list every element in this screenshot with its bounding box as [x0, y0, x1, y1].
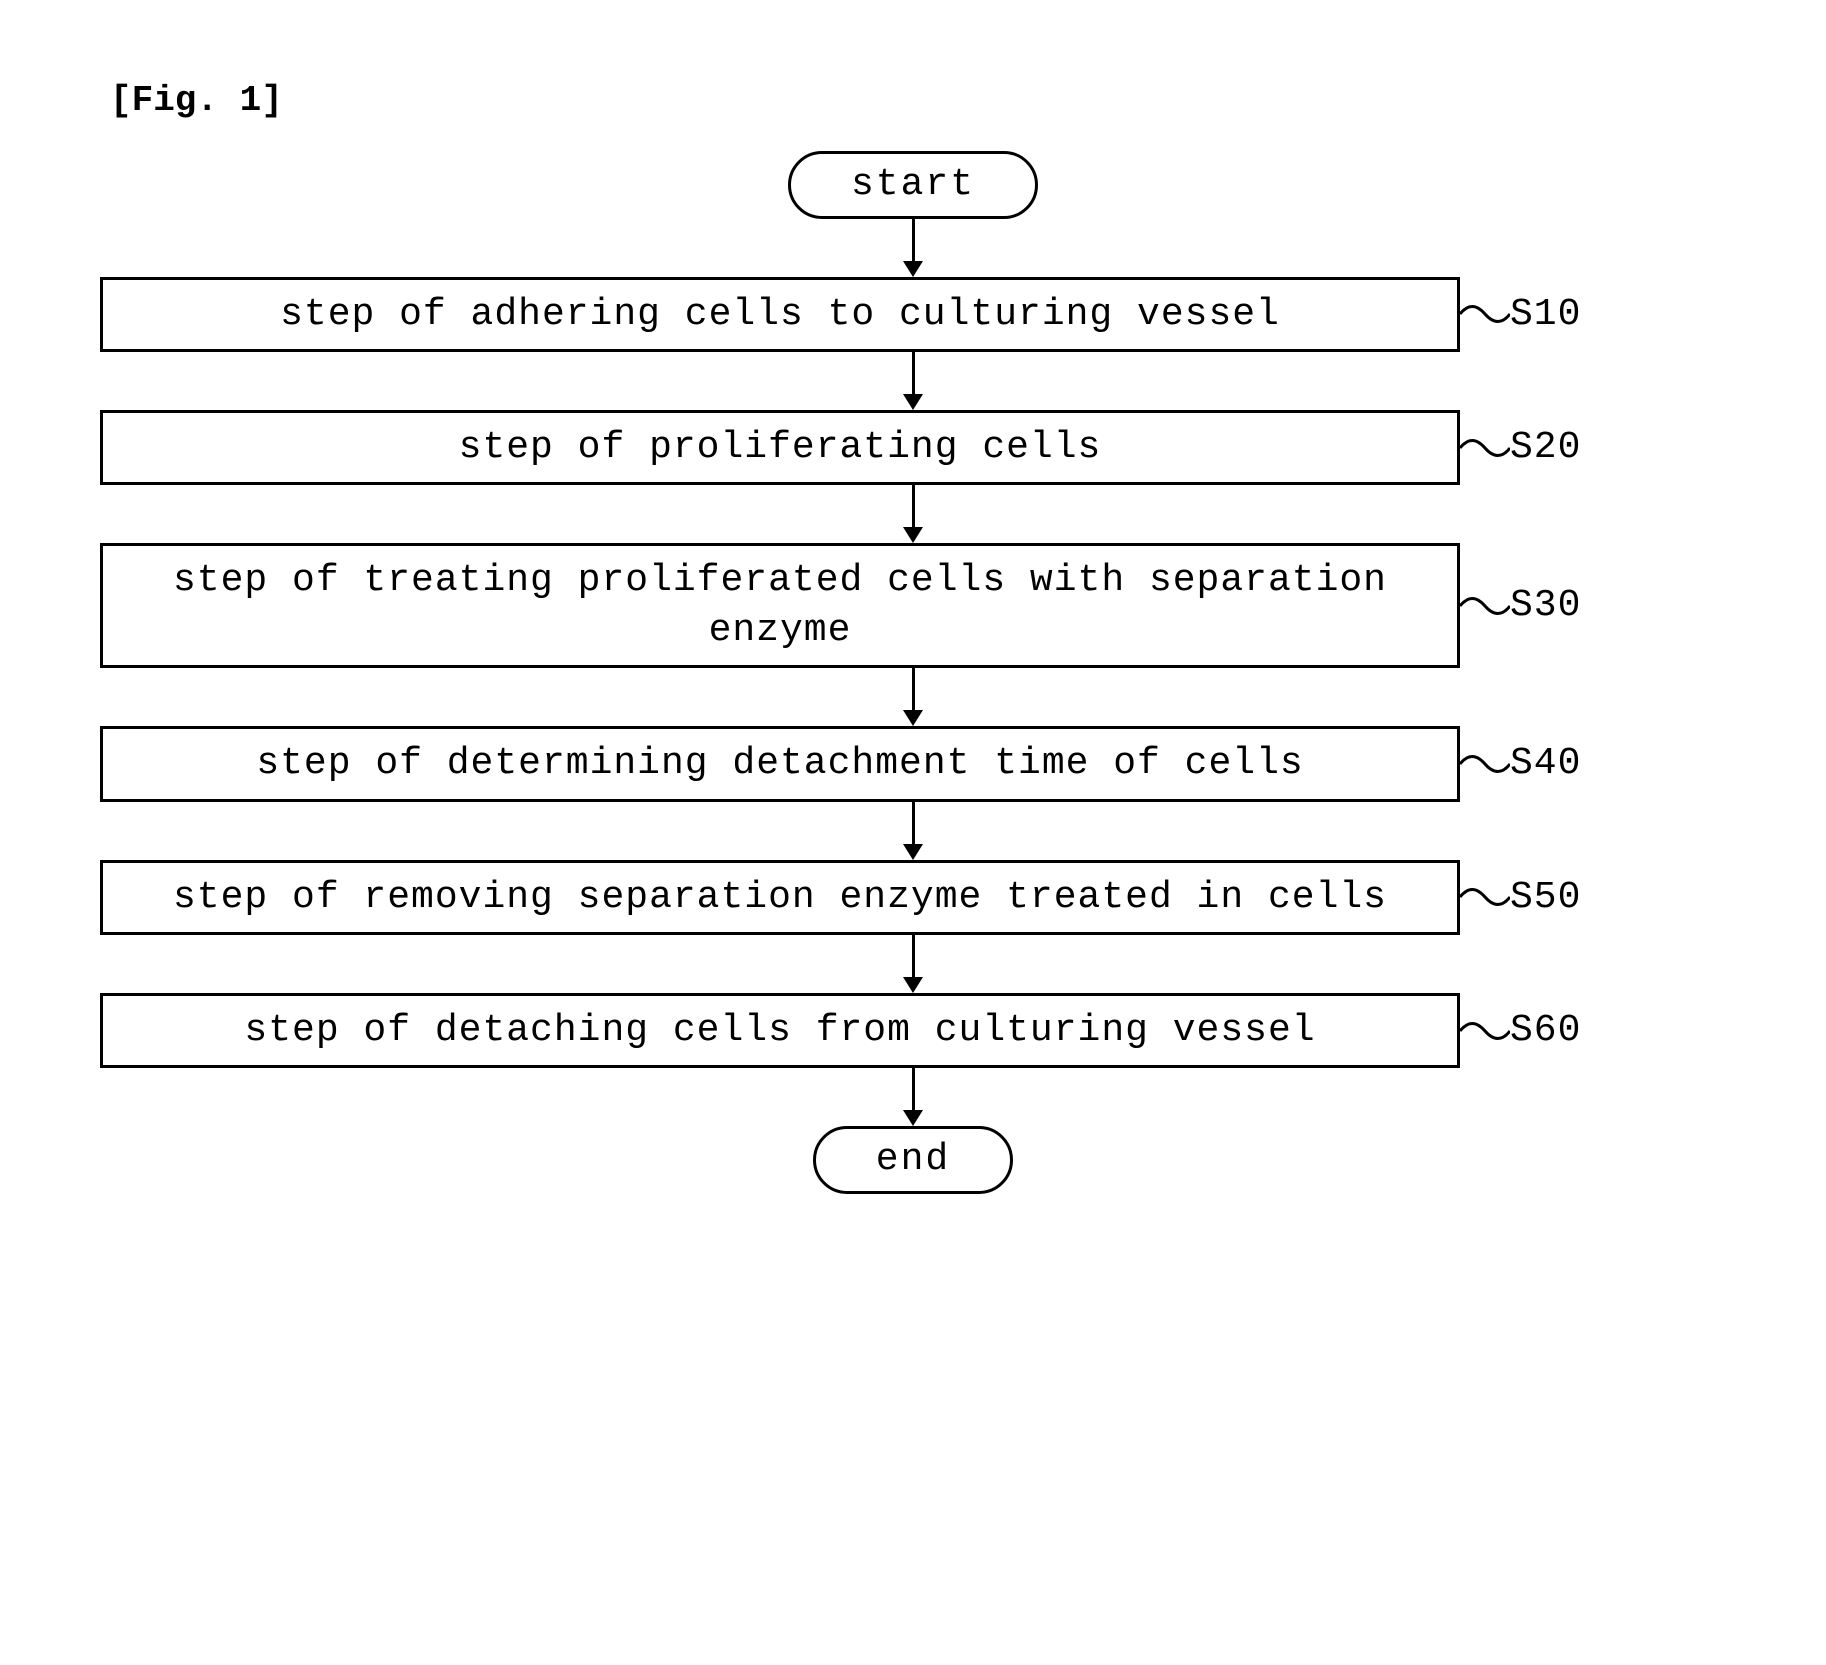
arrow	[903, 668, 923, 726]
terminator-start: start	[788, 151, 1038, 219]
step-connector: S10	[1460, 293, 1581, 336]
step-label: S40	[1510, 742, 1581, 785]
step-label: S60	[1510, 1009, 1581, 1052]
process-step-s20: step of proliferating cells	[100, 410, 1460, 485]
step-connector: S20	[1460, 426, 1581, 469]
arrow	[903, 485, 923, 543]
process-step-s60: step of detaching cells from culturing v…	[100, 993, 1460, 1068]
step-label: S50	[1510, 876, 1581, 919]
arrow	[903, 352, 923, 410]
step-label: S20	[1510, 426, 1581, 469]
tilde-connector-icon	[1460, 749, 1510, 779]
figure-label: [Fig. 1]	[110, 80, 1726, 121]
step-connector: S40	[1460, 742, 1581, 785]
tilde-connector-icon	[1460, 1016, 1510, 1046]
tilde-connector-icon	[1460, 882, 1510, 912]
arrow	[903, 1068, 923, 1126]
arrow	[903, 935, 923, 993]
process-step-s10: step of adhering cells to culturing vess…	[100, 277, 1460, 352]
arrow	[903, 219, 923, 277]
step-row: step of determining detachment time of c…	[100, 726, 1726, 801]
step-row: step of adhering cells to culturing vess…	[100, 277, 1726, 352]
process-step-s30: step of treating proliferated cells with…	[100, 543, 1460, 668]
terminator-end: end	[813, 1126, 1013, 1194]
step-row: step of removing separation enzyme treat…	[100, 860, 1726, 935]
process-step-s50: step of removing separation enzyme treat…	[100, 860, 1460, 935]
flowchart-container: start step of adhering cells to culturin…	[100, 151, 1726, 1194]
tilde-connector-icon	[1460, 591, 1510, 621]
step-connector: S60	[1460, 1009, 1581, 1052]
step-row: step of detaching cells from culturing v…	[100, 993, 1726, 1068]
arrow	[903, 802, 923, 860]
step-row: step of proliferating cells S20	[100, 410, 1726, 485]
tilde-connector-icon	[1460, 433, 1510, 463]
step-connector: S30	[1460, 584, 1581, 627]
process-step-s40: step of determining detachment time of c…	[100, 726, 1460, 801]
step-label: S30	[1510, 584, 1581, 627]
step-label: S10	[1510, 293, 1581, 336]
tilde-connector-icon	[1460, 299, 1510, 329]
step-connector: S50	[1460, 876, 1581, 919]
step-row: step of treating proliferated cells with…	[100, 543, 1726, 668]
